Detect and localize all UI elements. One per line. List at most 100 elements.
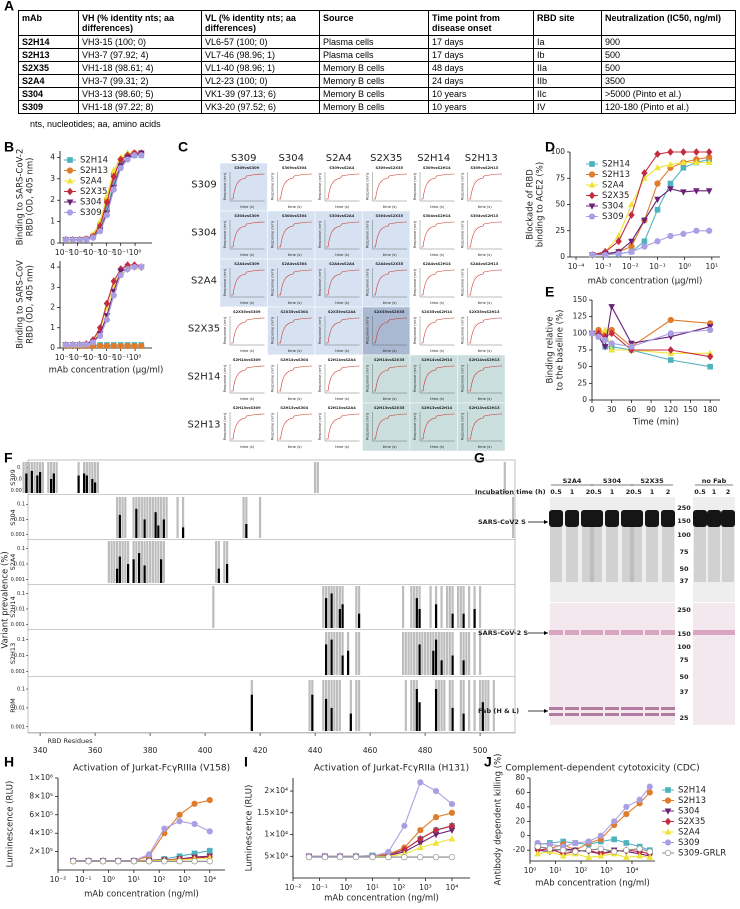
spr-cell-title: S2H13vsS304	[280, 406, 308, 410]
variant-bar	[418, 644, 421, 675]
epitope-residue	[456, 586, 460, 628]
data-point	[352, 854, 360, 861]
fab-band	[621, 713, 635, 716]
spr-cell-title: S304vsS309	[234, 214, 259, 218]
y-tick-label: 1	[50, 323, 55, 332]
spr-cell	[409, 162, 458, 212]
y-axis-label: Luminescence (RLU)	[245, 785, 255, 872]
blot-group-label: S304	[603, 477, 622, 485]
fab-band	[645, 713, 659, 716]
y-tick-label: 25	[555, 226, 565, 235]
spr-x-label: time (s)	[478, 349, 493, 353]
epitope-residue	[478, 586, 482, 628]
spr-cell-title: S309vsS2H14	[423, 166, 451, 170]
table-cell: Plasma cells	[319, 48, 429, 62]
panel-label: C	[178, 139, 188, 155]
epitope-residue	[335, 586, 339, 628]
legend-marker	[589, 161, 595, 167]
spr-x-label: time (s)	[383, 301, 398, 305]
spr-y-label: Response (nm)	[271, 268, 275, 296]
variant-bar	[451, 613, 454, 628]
spr-x-label: time (s)	[430, 397, 445, 401]
series-line	[592, 151, 710, 256]
y-axis-label: Binding to SARS-CoV-2	[16, 149, 26, 246]
spr-y-label: Response (nm)	[461, 316, 465, 344]
ladder-label: 250	[677, 606, 691, 614]
series-line	[591, 305, 711, 349]
arrow-head	[544, 520, 548, 524]
epitope-residue	[316, 462, 319, 493]
legend-marker	[588, 191, 596, 200]
variant-bar	[330, 707, 333, 731]
antibody-table: mAb VH (% identity nts; aa differences) VL…	[18, 10, 736, 114]
spr-curve	[421, 173, 455, 200]
spr-x-label: time (s)	[288, 253, 303, 257]
variant-bar	[418, 608, 421, 628]
spr-cell-title: S2A4vsS2H14	[423, 262, 451, 266]
spr-curve	[326, 221, 360, 248]
blot-bottom	[693, 603, 735, 725]
table-footnote: nts, nucleotides; aa, amino acids	[30, 119, 161, 129]
y-axis-label: Variant prevalence (%)	[1, 551, 11, 648]
epitope-residue	[214, 541, 218, 583]
legend-marker	[66, 177, 74, 184]
table-cell: Memory B cells	[319, 61, 429, 75]
spr-curve	[468, 413, 503, 440]
data-point	[97, 332, 104, 339]
variant-bar	[440, 660, 443, 675]
spr-x-label: time (s)	[335, 445, 350, 449]
spr-cell-title: S304vsS2A4	[329, 214, 354, 218]
data-point	[448, 854, 456, 861]
x-axis-label: mAb concentration (ng/ml)	[324, 894, 439, 904]
y-tick-label: 0.01	[14, 476, 25, 482]
spr-cell-title: S304vsS2X35	[376, 214, 404, 218]
data-point	[448, 821, 456, 830]
y-tick-label: 60	[515, 787, 525, 796]
table-header-cell: Neutralization (IC50, ng/ml)	[601, 10, 736, 36]
epitope-residue	[151, 497, 154, 538]
y-tick-label: 6×10⁵	[29, 810, 53, 819]
data-point	[707, 363, 713, 370]
epitope-residue	[162, 541, 165, 583]
legend-label: S2A4	[678, 828, 700, 838]
ladder-label: 50	[679, 565, 689, 573]
spike-band	[629, 510, 643, 527]
epitope-residue	[412, 680, 416, 731]
data-point	[534, 843, 541, 850]
legend-marker	[588, 213, 596, 220]
spr-cell-title: S2H14vsS2H13	[469, 358, 500, 362]
spr-cell	[267, 402, 316, 452]
spr-y-label: Response (nm)	[366, 364, 370, 392]
x-tick-label: 480	[418, 746, 433, 755]
y-tick-label: 0	[560, 252, 565, 261]
x-tick-label: 10⁴	[446, 883, 459, 892]
incubation-label: Incubation time (h)	[475, 488, 546, 496]
spr-cell-title: S2H14vsS309	[233, 358, 261, 362]
variant-bar	[434, 639, 438, 675]
x-tick-label: 500	[473, 746, 488, 755]
variant-bar	[143, 519, 146, 538]
data-point	[89, 234, 97, 241]
epitope-residue	[245, 497, 248, 538]
series-line	[308, 825, 453, 857]
data-point	[615, 237, 622, 246]
spr-x-label: time (s)	[383, 205, 398, 209]
data-point	[131, 152, 138, 159]
data-point	[432, 787, 440, 795]
series-line	[537, 838, 650, 851]
table-row: S2X35 VH1-18 (98.61; 4) VL1-40 (98.96; 1) M…	[18, 61, 736, 75]
blot-group-label: no Fab	[702, 477, 727, 485]
spr-cell-title: S2A4vsS309	[234, 262, 259, 266]
smear	[566, 527, 578, 582]
epitope-residue	[451, 586, 454, 628]
x-tick-label: 10⁻⁴	[568, 262, 585, 271]
table-cell: S2A4	[18, 74, 79, 88]
spr-cell	[314, 162, 363, 212]
ladder-label: 75	[679, 656, 689, 664]
data-point	[646, 848, 653, 855]
spr-cell	[267, 162, 316, 212]
epitope-residue	[22, 462, 25, 493]
data-point	[641, 243, 648, 250]
spr-x-label: time (s)	[240, 205, 255, 209]
x-tick-label: 10⁻¹	[649, 262, 666, 271]
